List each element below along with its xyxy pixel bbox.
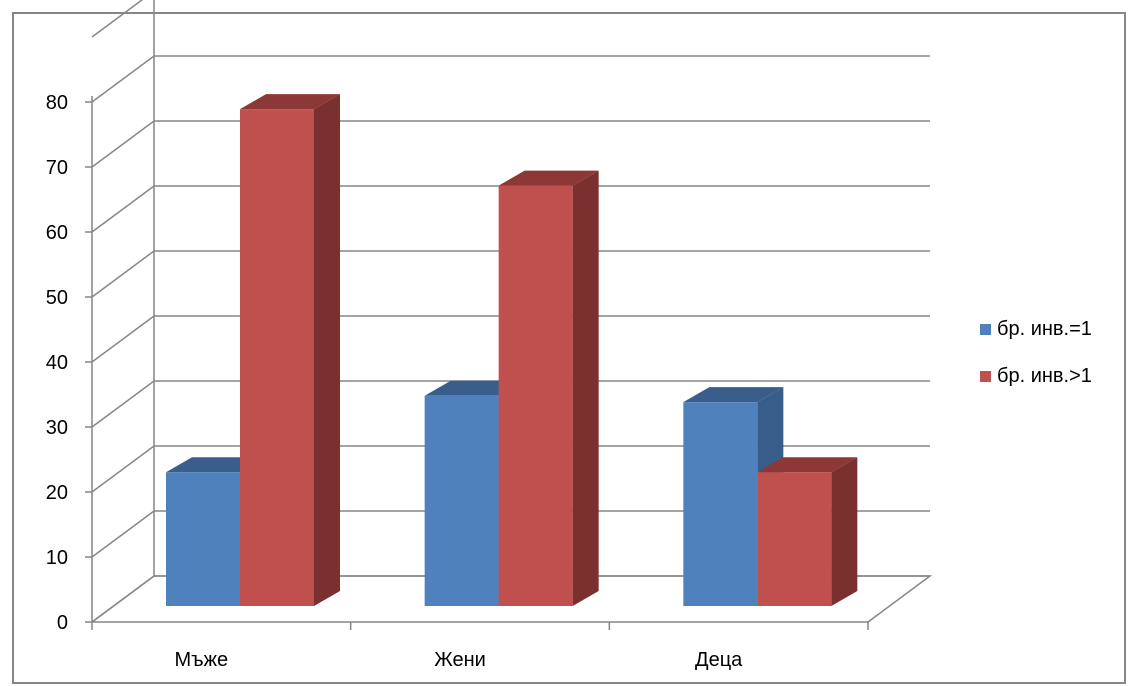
- x-tick-label: Деца: [695, 649, 743, 671]
- bars: [166, 94, 858, 606]
- gridline-side: [91, 315, 155, 363]
- bar-top: [757, 457, 858, 473]
- y-tick-label: 50: [46, 287, 68, 309]
- legend-swatch-series-2: [980, 370, 991, 382]
- y-tick-label: 70: [46, 157, 68, 179]
- y-tick-labels: 0 10 20 30 40 50 60 70 80: [46, 92, 68, 634]
- gridline-side: [91, 575, 155, 623]
- legend-item-series-1: бр. инв.=1: [980, 313, 1092, 345]
- x-tick-label: Мъже: [174, 649, 228, 671]
- legend-label-series-2: бр. инв.>1: [997, 364, 1092, 387]
- y-tick-label: 40: [46, 352, 68, 374]
- y-tick-label: 30: [46, 417, 68, 439]
- bar-top: [498, 170, 599, 186]
- bar-side: [314, 94, 340, 606]
- gridline-side: [91, 55, 155, 103]
- x-tick-labels: Мъже Жени Деца: [174, 649, 743, 671]
- gridline-side: [91, 250, 155, 298]
- legend-swatch-series-1: [980, 323, 991, 335]
- bar-top: [683, 387, 784, 403]
- bar: [240, 109, 314, 606]
- gridline-side: [91, 380, 155, 428]
- legend: бр. инв.=1 бр. инв.>1: [980, 313, 1092, 407]
- bar-side: [831, 457, 858, 606]
- gridline-side: [91, 120, 155, 168]
- bar: [757, 472, 832, 606]
- bar: [166, 472, 240, 606]
- y-tick-label: 10: [46, 547, 68, 569]
- y-tick-label: 80: [46, 92, 68, 114]
- bar-side: [572, 170, 599, 606]
- bar: [683, 402, 758, 606]
- legend-label-series-1: бр. инв.=1: [997, 317, 1092, 340]
- y-tick-label: 60: [46, 222, 68, 244]
- bar: [424, 395, 499, 606]
- gridline-side: [91, 445, 155, 493]
- axes: [85, 96, 869, 630]
- y-tick-label: 20: [46, 482, 68, 504]
- legend-item-series-2: бр. инв.>1: [980, 360, 1092, 392]
- x-tick-label: Жени: [434, 649, 486, 671]
- y-tick-label: 0: [57, 612, 68, 634]
- gridline-side: [91, 510, 155, 558]
- bar-top: [240, 94, 340, 110]
- gridline-side: [91, 185, 155, 233]
- bar: [498, 185, 573, 606]
- gridline-side: [91, 0, 144, 38]
